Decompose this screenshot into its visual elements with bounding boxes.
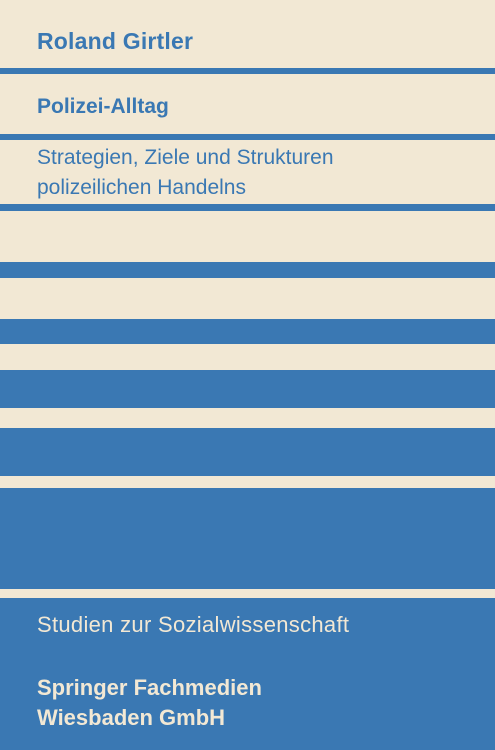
book-title: Polizei-Alltag	[37, 95, 169, 118]
subtitle-line-2: polizeilichen Handelns	[37, 176, 246, 199]
stripe-8	[0, 488, 495, 589]
publisher-name: Springer Fachmedien Wiesbaden GmbH	[37, 673, 262, 733]
book-subtitle: Strategien, Ziele und Strukturen polizei…	[37, 143, 334, 203]
publisher-line-1: Springer Fachmedien	[37, 675, 262, 700]
stripe-4	[0, 262, 495, 278]
stripe-7	[0, 428, 495, 476]
author-name: Roland Girtler	[37, 28, 194, 54]
subtitle-line-1: Strategien, Ziele und Strukturen	[37, 146, 334, 169]
publisher-line-2: Wiesbaden GmbH	[37, 705, 226, 730]
stripe-2	[0, 134, 495, 140]
stripe-1	[0, 68, 495, 74]
stripe-5	[0, 319, 495, 344]
stripe-9	[0, 598, 495, 750]
stripe-6	[0, 370, 495, 408]
series-title: Studien zur Sozialwissenschaft	[37, 612, 350, 637]
stripe-3	[0, 204, 495, 211]
